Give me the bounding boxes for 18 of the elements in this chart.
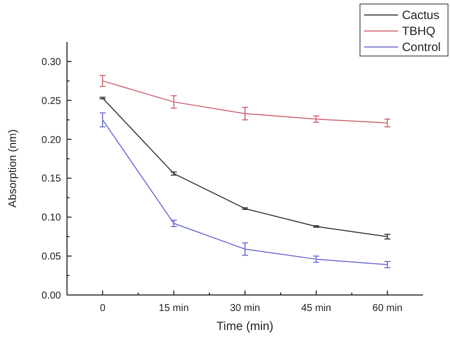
x-tick-label: 60 min xyxy=(372,303,402,314)
legend-label: Cactus xyxy=(402,8,440,22)
y-tick-label: 0.00 xyxy=(42,290,62,302)
y-tick-label: 0.05 xyxy=(42,252,62,263)
y-tick-label: 0.10 xyxy=(42,212,62,224)
y-tick-label: 0.25 xyxy=(42,96,62,107)
line-series xyxy=(102,80,388,124)
x-tick-label: 0 xyxy=(100,303,106,314)
legend-label: Control xyxy=(402,40,441,54)
y-axis-title: Absorption (nm) xyxy=(7,129,19,208)
x-tick-label: 15 min xyxy=(158,303,189,314)
legend-label: TBHQ xyxy=(402,24,436,38)
x-tick-label: 45 min xyxy=(301,303,332,314)
y-tick-label: 0.30 xyxy=(42,56,62,68)
y-tick-label: 0.15 xyxy=(42,174,62,185)
x-axis-title: Time (min) xyxy=(216,319,274,333)
y-tick-label: 0.20 xyxy=(42,134,62,146)
x-tick-label: 30 min xyxy=(230,303,260,314)
